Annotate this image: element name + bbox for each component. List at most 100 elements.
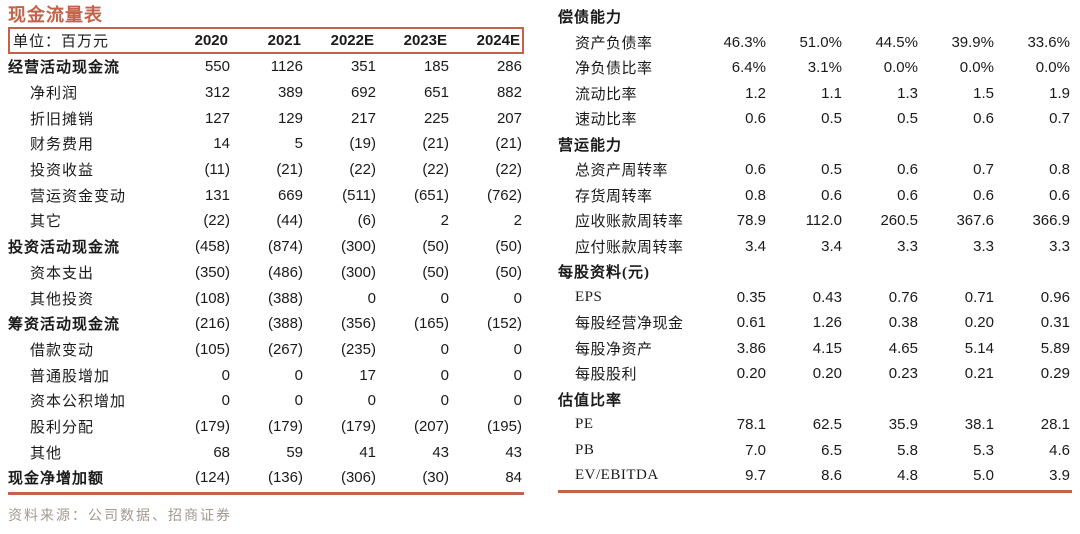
table-row: 营运能力 — [558, 132, 1072, 158]
ratios-table: 偿债能力 资产负债率 46.3% 51.0% 44.5% 39.9% 33.6% 净负债比率 6… — [558, 4, 1072, 493]
cell-value: 112.0 — [805, 212, 842, 230]
row-label: 净负债比率 — [575, 61, 653, 78]
cell-value: (152) — [486, 315, 522, 333]
cell-value: 286 — [496, 58, 522, 76]
cell-value: (350) — [194, 263, 230, 281]
cell-value: 0.0% — [883, 59, 918, 77]
cell-value: 1.2 — [745, 84, 766, 102]
cell-value: 3.3 — [1049, 237, 1070, 255]
cell-value: (235) — [340, 340, 376, 358]
cell-value: 44.5% — [875, 33, 918, 51]
row-label: 筹资活动现金流 — [8, 317, 121, 334]
cell-value: (300) — [340, 263, 376, 281]
cell-value: 0 — [294, 366, 303, 384]
row-label: 流动比率 — [575, 86, 638, 103]
cell-value: 3.1% — [807, 59, 842, 77]
cell-value: 0.6 — [897, 186, 918, 204]
cell-value: 4.8 — [897, 467, 918, 485]
table-row: PE 78.1 62.5 35.9 38.1 28.1 — [558, 412, 1072, 438]
cell-value: (22) — [495, 161, 522, 179]
row-label: 财务费用 — [30, 137, 95, 154]
cell-value: 127 — [204, 109, 230, 127]
table-row: 流动比率 1.2 1.1 1.3 1.5 1.9 — [558, 81, 1072, 107]
cell-value: 0.8 — [745, 186, 766, 204]
cell-value: 6.4% — [731, 59, 766, 77]
source-note: 资料来源：公司数据、招商证券 — [8, 509, 232, 524]
cell-value: 0.8 — [1049, 161, 1070, 179]
cell-value: 0.31 — [1040, 314, 1070, 332]
cell-value: 0.6 — [973, 186, 994, 204]
row-label: 营运资金变动 — [30, 188, 127, 205]
cell-value: 46.3% — [723, 33, 766, 51]
cell-value: 41 — [359, 443, 376, 461]
column-header-2024e: 2024E — [476, 32, 520, 49]
table-row: 应付账款周转率 3.4 3.4 3.3 3.3 3.3 — [558, 234, 1072, 260]
cell-value: 0.43 — [812, 288, 842, 306]
cell-value: 78.1 — [736, 416, 766, 434]
cell-value: 9.7 — [745, 467, 766, 485]
cell-value: 4.6 — [1049, 441, 1070, 459]
table-row: 经营活动现金流 550 1126 351 185 286 — [8, 54, 524, 80]
row-label: 其它 — [30, 214, 63, 231]
column-header-2020: 2020 — [194, 32, 228, 49]
table-row: 其他 68 59 41 43 43 — [8, 439, 524, 465]
cell-value: 1.26 — [812, 314, 842, 332]
row-label: 股利分配 — [30, 419, 95, 436]
cell-value: 0 — [367, 392, 376, 410]
table-row: EPS 0.35 0.43 0.76 0.71 0.96 — [558, 285, 1072, 311]
cell-value: (651) — [413, 186, 449, 204]
row-label: PB — [575, 441, 595, 458]
ratios-table-body: 偿债能力 资产负债率 46.3% 51.0% 44.5% 39.9% 33.6% 净负债比率 6… — [558, 4, 1072, 489]
cell-value: (50) — [422, 238, 449, 256]
cell-value: 1.9 — [1049, 84, 1070, 102]
table-row: 现金净增加额 (124) (136) (306) (30) 84 — [8, 465, 524, 491]
cell-value: (11) — [204, 161, 230, 179]
cell-value: 59 — [286, 443, 303, 461]
cell-value: 38.1 — [964, 416, 994, 434]
table-row: 总资产周转率 0.6 0.5 0.6 0.7 0.8 — [558, 157, 1072, 183]
table-row: EV/EBITDA 9.7 8.6 4.8 5.0 3.9 — [558, 463, 1072, 489]
cell-value: (388) — [267, 315, 303, 333]
row-label: 存货周转率 — [575, 188, 653, 205]
cell-value: 312 — [204, 84, 230, 102]
cell-value: (124) — [194, 469, 230, 487]
cell-value: 651 — [423, 84, 449, 102]
cell-value: 1.1 — [821, 84, 842, 102]
cell-value: 3.4 — [745, 237, 766, 255]
row-label: 投资收益 — [30, 163, 95, 180]
table-row: 折旧摊销 127 129 217 225 207 — [8, 105, 524, 131]
row-label: 每股经营净现金 — [575, 316, 684, 333]
row-label: 资产负债率 — [575, 35, 653, 52]
cell-value: 1.3 — [897, 84, 918, 102]
row-label: 投资活动现金流 — [8, 240, 121, 257]
column-header-2021: 2021 — [267, 32, 301, 49]
table-row: 资本支出 (350) (486) (300) (50) (50) — [8, 260, 524, 286]
cell-value: 0.76 — [888, 288, 918, 306]
cell-value: 0.23 — [888, 365, 918, 383]
cell-value: 5.14 — [964, 339, 994, 357]
table-row: 资产负债率 46.3% 51.0% 44.5% 39.9% 33.6% — [558, 30, 1072, 56]
column-header-2023e: 2023E — [403, 32, 447, 49]
cell-value: 0.0% — [1035, 59, 1070, 77]
cell-value: (179) — [194, 417, 230, 435]
cell-value: (300) — [340, 238, 376, 256]
row-label: 经营活动现金流 — [8, 60, 121, 77]
cell-value: 3.3 — [973, 237, 994, 255]
cell-value: (511) — [342, 186, 376, 204]
cell-value: 4.65 — [888, 339, 918, 357]
cell-value: 217 — [350, 109, 376, 127]
cell-value: 7.0 — [745, 441, 766, 459]
row-label: 资本公积增加 — [30, 394, 127, 411]
row-label: EPS — [575, 288, 603, 305]
cell-value: 3.86 — [736, 339, 766, 357]
cell-value: 0.7 — [973, 161, 994, 179]
row-label: 资本支出 — [30, 265, 95, 282]
cash-flow-table-header: 单位：百万元 2020 2021 2022E 2023E 2024E — [8, 27, 524, 54]
cell-value: 39.9% — [951, 33, 994, 51]
cell-value: (22) — [203, 212, 230, 230]
cell-value: (21) — [276, 161, 303, 179]
cell-value: 0.6 — [973, 110, 994, 128]
cell-value: 43 — [432, 443, 449, 461]
cell-value: (356) — [340, 315, 376, 333]
cell-value: 0.5 — [821, 161, 842, 179]
